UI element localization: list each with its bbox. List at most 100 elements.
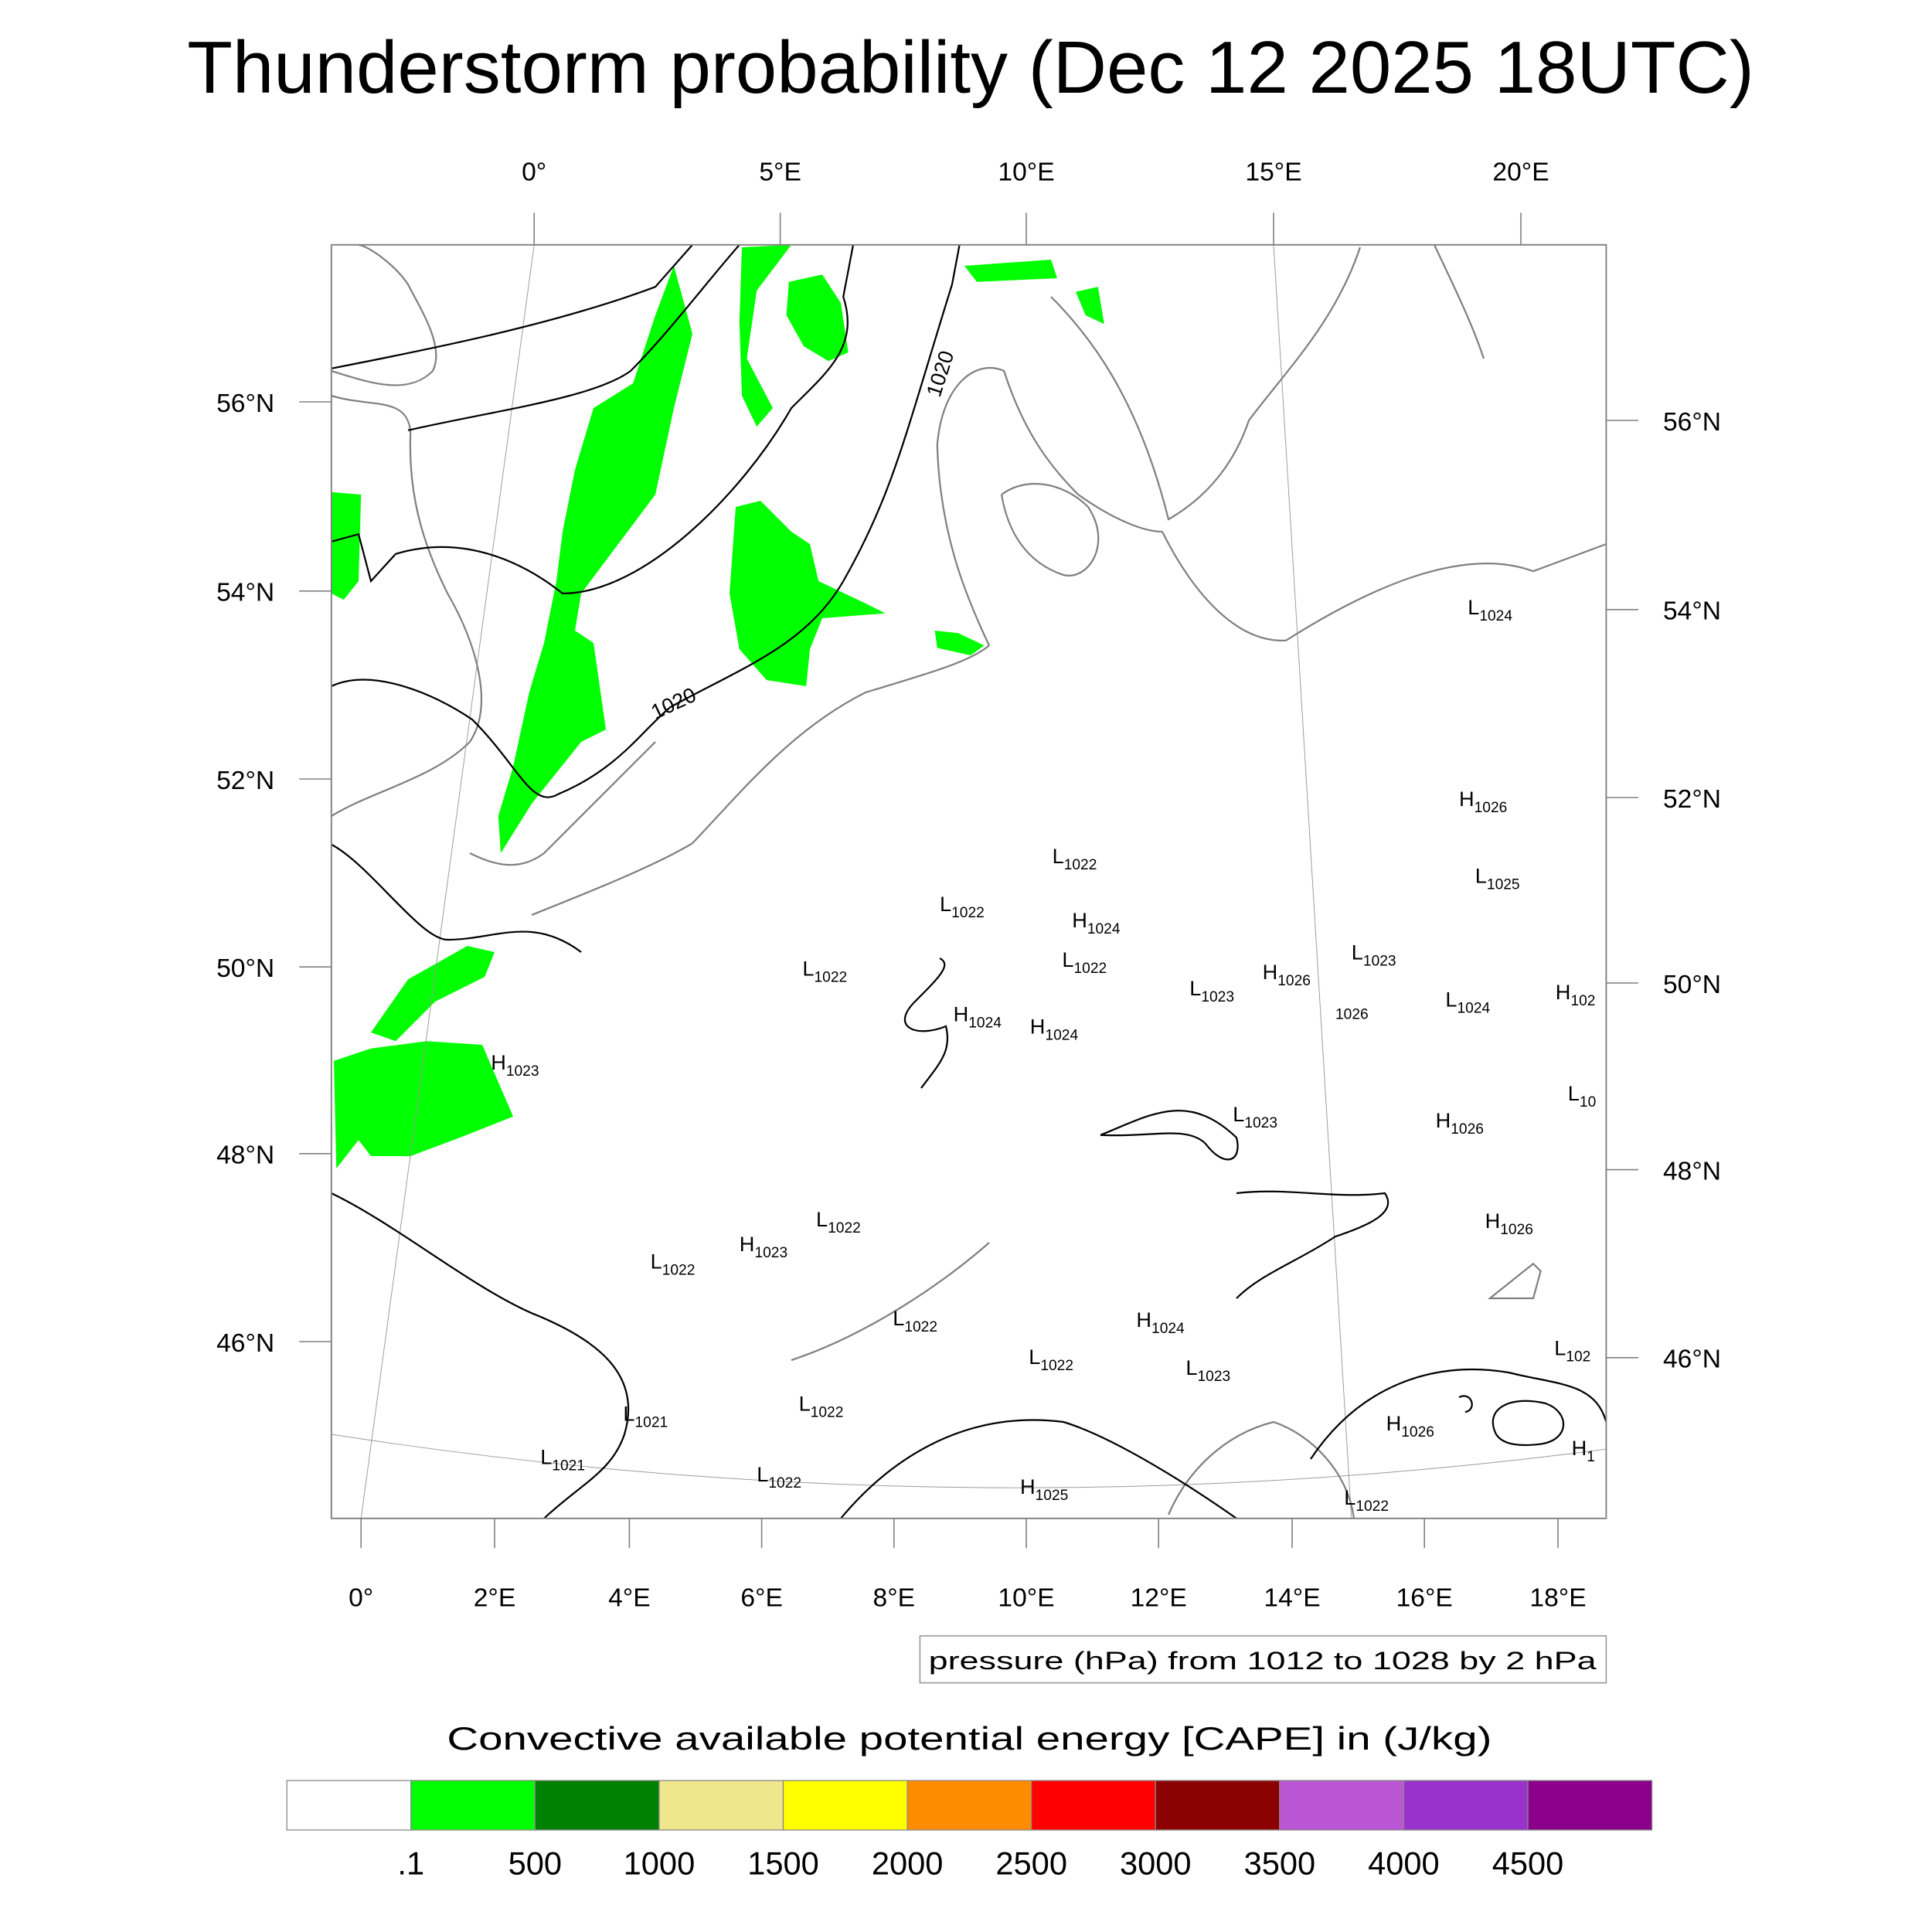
pressure-symbol: H [740, 1232, 755, 1256]
pressure-symbol: L [1189, 976, 1201, 1000]
pressure-value: 1022 [1355, 1498, 1389, 1515]
right-tick-label: 50°N [1663, 971, 1721, 999]
colorbar-box [1031, 1780, 1156, 1831]
pressure-symbol: H [1136, 1308, 1151, 1332]
colorbar-box [906, 1780, 1032, 1831]
pressure-symbol: L [1468, 595, 1479, 619]
bottom-tick-label: 6°E [740, 1583, 783, 1612]
coastlines [331, 244, 1607, 1519]
pressure-symbol: L [893, 1306, 904, 1330]
pressure-symbol: L [1568, 1081, 1580, 1105]
left-tick-label: 46°N [216, 1329, 274, 1358]
pressure-symbol: H [1459, 787, 1475, 811]
cape-region [964, 260, 1057, 282]
colorbar-tick-label: 4500 [1492, 1845, 1564, 1882]
pressure-symbol: L [1344, 1485, 1355, 1509]
pressure-value: 1022 [768, 1475, 801, 1492]
colorbar-box [534, 1780, 660, 1831]
pressure-symbol: L [802, 956, 814, 980]
pressure-value: 1021 [552, 1458, 585, 1474]
low-pressure-label: L1023 [1233, 1102, 1277, 1131]
high-pressure-label: H1025 [1020, 1475, 1068, 1504]
low-pressure-label: L1022 [1053, 844, 1097, 873]
bottom-tick-label: 14°E [1264, 1583, 1320, 1612]
high-pressure-label: H1024 [954, 1002, 1002, 1032]
pressure-value: 10 [1580, 1094, 1596, 1111]
low-pressure-label: L1022 [1062, 947, 1107, 977]
left-tick-label: 56°N [216, 389, 274, 418]
colorbar-tick-label: 1000 [624, 1845, 696, 1882]
pressure-value: 1022 [1064, 857, 1097, 873]
pressure-value: 1026 [1451, 1121, 1484, 1138]
pressure-value: 1023 [1244, 1115, 1277, 1131]
low-pressure-label: L1021 [540, 1444, 585, 1474]
low-pressure-label: L1023 [1189, 976, 1234, 1005]
cape-region [786, 274, 849, 362]
left-tick-label: 54°N [216, 579, 274, 607]
pressure-info-box: pressure (hPa) from 1012 to 1028 by 2 hP… [919, 1635, 1607, 1684]
pressure-value: 1022 [1040, 1358, 1073, 1374]
pressure-symbol: L [1233, 1102, 1244, 1126]
pressure-symbol: L [1445, 987, 1457, 1011]
pressure-symbol: L [540, 1444, 552, 1468]
pressure-symbol: L [1029, 1345, 1040, 1369]
pressure-symbol: H [1263, 960, 1278, 984]
pressure-symbol: L [799, 1392, 811, 1416]
cape-region [334, 1041, 513, 1168]
top-axis: 0° 5°E 10°E 15°E 20°E [522, 158, 1549, 245]
contour-label: 1020 [647, 682, 699, 724]
pressure-value: 1024 [968, 1015, 1002, 1032]
pressure-value: 1023 [1201, 989, 1234, 1005]
top-tick-label: 15°E [1245, 158, 1301, 187]
low-pressure-label: 1026 [1335, 1006, 1369, 1022]
high-pressure-label: H1026 [1485, 1209, 1533, 1238]
colorbar-tick-label: .1 [397, 1845, 424, 1882]
pressure-symbol: H [1556, 980, 1571, 1004]
low-pressure-label: L1022 [816, 1207, 861, 1236]
right-axis: 56°N 54°N 52°N 50°N 48°N 46°N [1606, 408, 1721, 1374]
low-pressure-label: L1022 [757, 1462, 801, 1492]
bottom-tick-label: 10°E [998, 1583, 1054, 1612]
pressure-value: 1025 [1487, 876, 1520, 893]
pressure-symbol: H [1436, 1108, 1451, 1132]
top-tick-label: 0° [522, 158, 546, 187]
pressure-value: 1026 [1475, 800, 1508, 816]
bottom-tick-label: 2°E [474, 1583, 516, 1612]
colorbar-tick-label: 3000 [1120, 1845, 1192, 1882]
pressure-symbol: L [816, 1207, 828, 1231]
pressure-value: 1022 [828, 1220, 861, 1236]
pressure-value: 1024 [1151, 1321, 1185, 1337]
high-pressure-label: H1024 [1030, 1015, 1079, 1044]
high-pressure-label: H1023 [740, 1232, 787, 1261]
cape-region [934, 631, 985, 655]
high-pressure-label: H1026 [1459, 787, 1507, 816]
pressure-symbol: H [491, 1050, 506, 1074]
colorbar-box [782, 1780, 908, 1831]
low-pressure-label: L1022 [893, 1306, 937, 1335]
pressure-value: 1025 [1036, 1488, 1069, 1504]
colorbar-box [1279, 1780, 1405, 1831]
pressure-value: 1026 [1335, 1006, 1369, 1022]
low-pressure-label: L1022 [802, 956, 847, 985]
pressure-symbol: L [1053, 844, 1064, 868]
pressure-symbol: L [1062, 947, 1073, 971]
pressure-value: 1026 [1401, 1424, 1434, 1440]
top-tick-label: 5°E [759, 158, 801, 187]
colorbar-tick-label: 4000 [1368, 1845, 1440, 1882]
left-tick-label: 50°N [216, 954, 274, 983]
pressure-value: 1022 [904, 1319, 937, 1335]
high-pressure-label: H1024 [1136, 1308, 1185, 1337]
pressure-value: 102 [1566, 1349, 1590, 1366]
pressure-value: 1022 [815, 969, 848, 985]
high-pressure-label: H1026 [1263, 960, 1311, 989]
pressure-value: 1024 [1087, 921, 1121, 937]
pressure-symbol: L [1352, 940, 1363, 964]
low-pressure-label: L1022 [1344, 1485, 1389, 1515]
colorbar-tick-label: 1500 [747, 1845, 819, 1882]
low-pressure-label: L1022 [1029, 1345, 1073, 1374]
low-pressure-label: L102 [1554, 1336, 1590, 1366]
pressure-symbol: H [1072, 908, 1087, 932]
low-pressure-label: L1025 [1475, 863, 1520, 893]
figure-title: Thunderstorm probability (Dec 12 2025 18… [187, 26, 1754, 109]
